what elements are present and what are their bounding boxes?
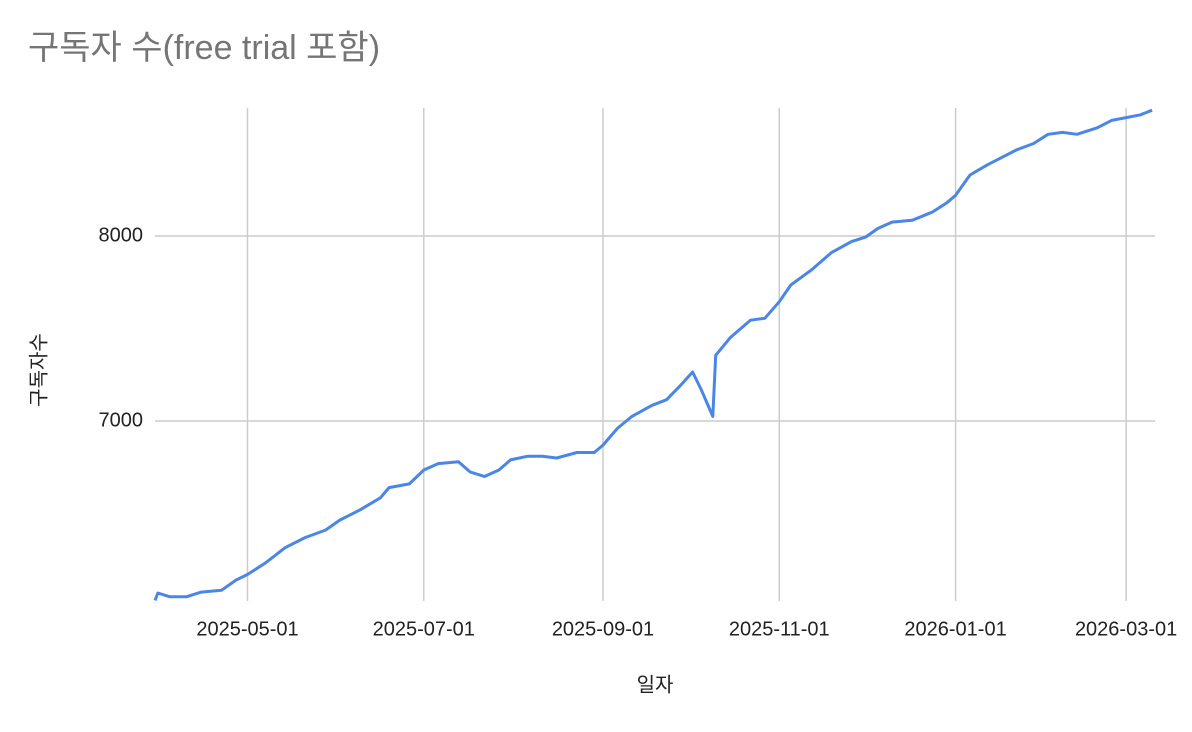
- chart-title: 구독자 수(free trial 포함): [28, 29, 380, 67]
- y-tick-label: 7000: [99, 409, 144, 431]
- x-tick-label: 2025-09-01: [552, 618, 654, 640]
- x-tick-label: 2026-03-01: [1075, 618, 1177, 640]
- x-axis-label: 일자: [637, 673, 674, 696]
- x-tick-label: 2025-11-01: [729, 618, 830, 640]
- x-tick-label: 2026-01-01: [904, 618, 1006, 640]
- y-axis-label: 구독자수: [27, 333, 50, 407]
- data-line: [153, 108, 1153, 601]
- y-tick-label: 8000: [99, 224, 144, 246]
- x-tick-label: 2025-05-01: [196, 618, 298, 640]
- x-tick-label: 2025-07-01: [373, 618, 475, 640]
